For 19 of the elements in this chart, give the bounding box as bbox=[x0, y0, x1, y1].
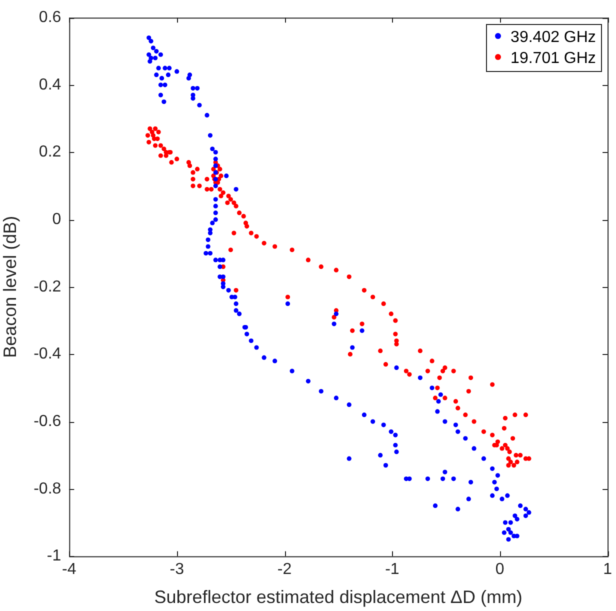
y-tick-label: -1 bbox=[46, 548, 62, 565]
y-tick-label: 0.4 bbox=[38, 76, 62, 94]
x-tick-label: -2 bbox=[277, 561, 292, 578]
x-tick-label: 1 bbox=[603, 561, 612, 578]
y-tick-label: 0 bbox=[52, 210, 62, 228]
legend-label: 19.701 GHz bbox=[510, 50, 596, 67]
y-tick-label: -0.2 bbox=[34, 278, 62, 296]
y-tick-label: -0.8 bbox=[34, 480, 62, 498]
y-tick-label: 0.2 bbox=[38, 144, 62, 161]
x-tick-label: 0 bbox=[495, 561, 504, 578]
y-tick-label: -0.4 bbox=[34, 346, 62, 363]
legend-label: 39.402 GHz bbox=[510, 28, 596, 46]
x-tick-label: -3 bbox=[170, 561, 184, 578]
y-axis-title: Beacon level (dB) bbox=[0, 216, 20, 358]
x-tick-label: -4 bbox=[62, 561, 76, 578]
x-axis-title: Subreflector estimated displacement ΔD (mm) bbox=[154, 587, 522, 608]
x-tick-label: -1 bbox=[385, 561, 400, 578]
y-tick-label: 0.6 bbox=[38, 9, 62, 26]
y-tick-label: -0.6 bbox=[34, 412, 62, 430]
